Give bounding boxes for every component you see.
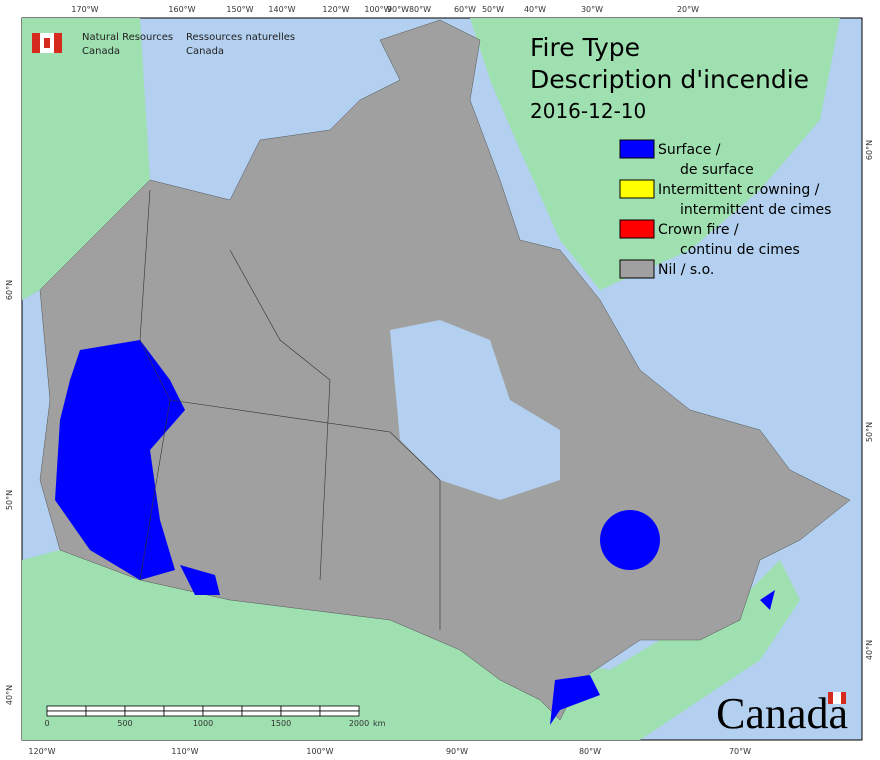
graticule-label: 150°W xyxy=(226,5,253,14)
graticule-label: 50°N xyxy=(5,490,14,510)
graticule-label: 60°W xyxy=(454,5,476,14)
scale-segment xyxy=(124,710,165,717)
scale-segment xyxy=(124,705,165,712)
title: Fire Type xyxy=(530,33,640,62)
flag-bar xyxy=(828,692,833,704)
graticule-label: 90°W xyxy=(387,5,409,14)
fire-area xyxy=(550,675,600,725)
scale-unit: km xyxy=(373,719,386,728)
scale-label: 1000 xyxy=(193,719,213,728)
scale-segment xyxy=(241,705,282,712)
scale-segment xyxy=(163,705,204,712)
border xyxy=(139,189,171,581)
scale-segment xyxy=(46,705,87,712)
flag-bar xyxy=(32,33,40,53)
graticule-label: 50°W xyxy=(482,5,504,14)
nrcan-header: Natural Resources Canada Ressources natu… xyxy=(32,32,295,57)
fire-surface xyxy=(55,340,775,725)
scale-label: 0 xyxy=(44,719,49,728)
graticule-label: 60°N xyxy=(5,280,14,300)
scale-segment xyxy=(163,710,204,717)
graticule-label: 40°N xyxy=(865,640,874,660)
graticule-labels: 170°W 160°W 150°W 140°W 120°W 100°W90°W 80°W 60… xyxy=(5,5,874,756)
scale-segment xyxy=(85,710,126,717)
legend-label: Intermittent crowning / xyxy=(658,182,820,198)
scale-label: 1500 xyxy=(271,719,291,728)
graticule-label: 60°N xyxy=(865,140,874,160)
scale-label: 500 xyxy=(117,719,132,728)
fire-area xyxy=(55,340,185,580)
scale-segment xyxy=(85,705,126,712)
graticule-label: 30°W xyxy=(581,5,603,14)
graticule-label: 50°N xyxy=(865,422,874,442)
agency-fr: Ressources naturelles xyxy=(186,32,295,43)
legend: Surface / de surface Intermittent crowning… xyxy=(619,139,831,279)
graticule-label: 80°W xyxy=(409,5,431,14)
agency-fr: Canada xyxy=(186,46,224,57)
flag-leaf xyxy=(44,38,50,48)
graticule-label: 120°W xyxy=(322,5,349,14)
legend-swatch xyxy=(619,179,655,199)
graticule-label: 80°W xyxy=(579,747,601,756)
scale-segment xyxy=(280,710,321,717)
scale-segment xyxy=(46,710,87,717)
scale-bar: 0 500 1000 1500 2000 km xyxy=(44,705,386,728)
legend-swatch xyxy=(619,259,655,279)
agency-en: Natural Resources xyxy=(82,32,173,43)
legend-label: Surface / xyxy=(658,142,721,158)
usa xyxy=(22,550,800,740)
border xyxy=(229,249,331,581)
date: 2016-12-10 xyxy=(530,99,646,123)
graticule-label: 120°W xyxy=(28,747,55,756)
scale-segment xyxy=(280,705,321,712)
greenland xyxy=(470,18,840,290)
graticule-label: 40°N xyxy=(5,685,14,705)
graticule-label: 90°W xyxy=(446,747,468,756)
legend-swatch xyxy=(619,219,655,239)
legend-label: Nil / s.o. xyxy=(658,262,714,278)
wordmark: Canada xyxy=(716,689,848,738)
fire-area xyxy=(180,565,220,595)
graticule-label: 140°W xyxy=(268,5,295,14)
alaska xyxy=(22,18,150,300)
borders xyxy=(139,189,441,630)
graticule-label: 110°W xyxy=(171,747,198,756)
legend-swatch xyxy=(619,139,655,159)
graticule-label: 20°W xyxy=(677,5,699,14)
scale-segment xyxy=(241,710,282,717)
scale-segment xyxy=(202,705,243,712)
legend-label: Crown fire / xyxy=(658,222,739,238)
scale-segment xyxy=(202,710,243,717)
legend-label: de surface xyxy=(680,162,754,178)
scale-label: 2000 xyxy=(349,719,369,728)
fire-area xyxy=(760,590,775,610)
legend-label: continu de cimes xyxy=(680,242,800,258)
graticule-label: 40°W xyxy=(524,5,546,14)
flag-bar xyxy=(841,692,846,704)
graticule-label: 100°W xyxy=(364,5,391,14)
scale-segment xyxy=(319,710,360,717)
graticule-label: 170°W xyxy=(71,5,98,14)
border xyxy=(169,399,441,630)
hudson-bay xyxy=(390,320,560,500)
legend-label: intermittent de cimes xyxy=(680,202,831,218)
scale-segment xyxy=(319,705,360,712)
agency-en: Canada xyxy=(82,46,120,57)
flag-bar xyxy=(54,33,62,53)
graticule-label: 160°W xyxy=(168,5,195,14)
fire-area xyxy=(600,510,660,570)
graticule-label: 70°W xyxy=(729,747,751,756)
graticule-label: 100°W xyxy=(306,747,333,756)
title: Description d'incendie xyxy=(530,65,809,94)
